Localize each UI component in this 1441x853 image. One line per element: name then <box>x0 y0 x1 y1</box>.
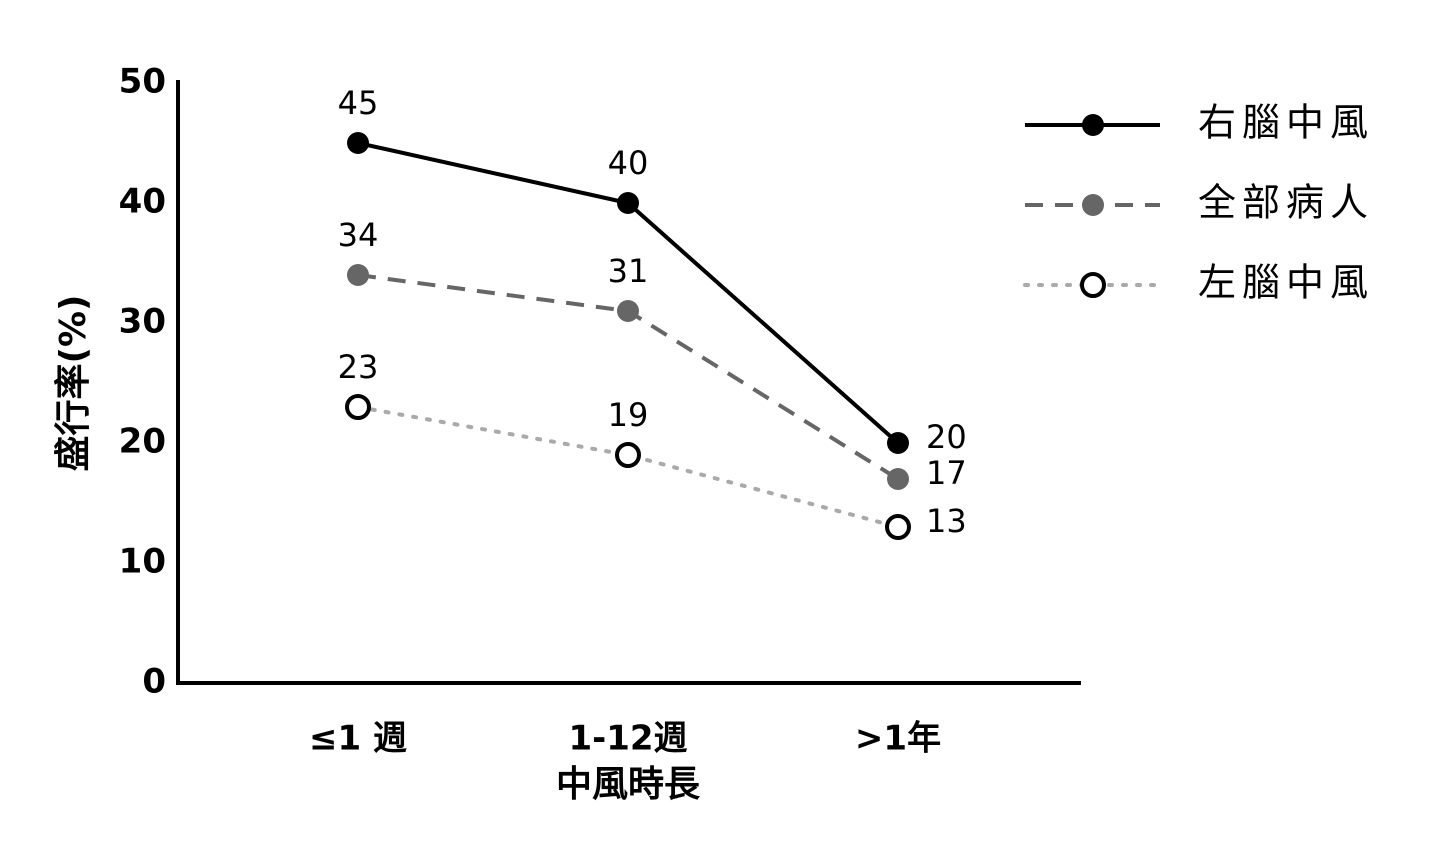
x-tick-label: >1年 <box>855 719 941 759</box>
marker <box>347 132 369 154</box>
value-label: 19 <box>608 396 649 434</box>
value-label: 17 <box>926 454 967 492</box>
series-line <box>356 405 900 529</box>
marker <box>347 264 369 286</box>
y-tick-label: 30 <box>119 302 166 342</box>
value-label: 13 <box>926 502 967 540</box>
marker <box>885 514 911 540</box>
legend-marker <box>1080 272 1106 298</box>
marker <box>615 442 641 468</box>
legend-label: 右腦中風 <box>1198 101 1374 145</box>
legend-label: 全部病人 <box>1198 181 1374 225</box>
legend-marker <box>1082 194 1104 216</box>
y-tick-label: 40 <box>119 182 166 222</box>
y-tick-label: 20 <box>119 422 166 462</box>
y-tick-label: 50 <box>119 62 166 102</box>
value-label: 23 <box>338 348 379 386</box>
value-label: 40 <box>608 144 649 182</box>
marker <box>887 468 909 490</box>
y-tick-label: 0 <box>142 662 166 702</box>
legend-label: 左腦中風 <box>1198 261 1374 305</box>
value-label: 31 <box>608 252 649 290</box>
marker <box>617 192 639 214</box>
value-label: 45 <box>338 84 379 122</box>
marker <box>887 432 909 454</box>
x-tick-label: 1-12週 <box>568 719 687 759</box>
y-axis-label: 盛行率(%) <box>53 295 94 472</box>
marker <box>617 300 639 322</box>
x-axis-label: 中風時長 <box>556 764 701 805</box>
value-label: 20 <box>926 418 967 456</box>
value-label: 34 <box>338 216 379 254</box>
y-tick-label: 10 <box>119 542 166 582</box>
marker <box>345 394 371 420</box>
x-tick-label: ≤1 週 <box>309 719 407 759</box>
legend-marker <box>1082 114 1104 136</box>
